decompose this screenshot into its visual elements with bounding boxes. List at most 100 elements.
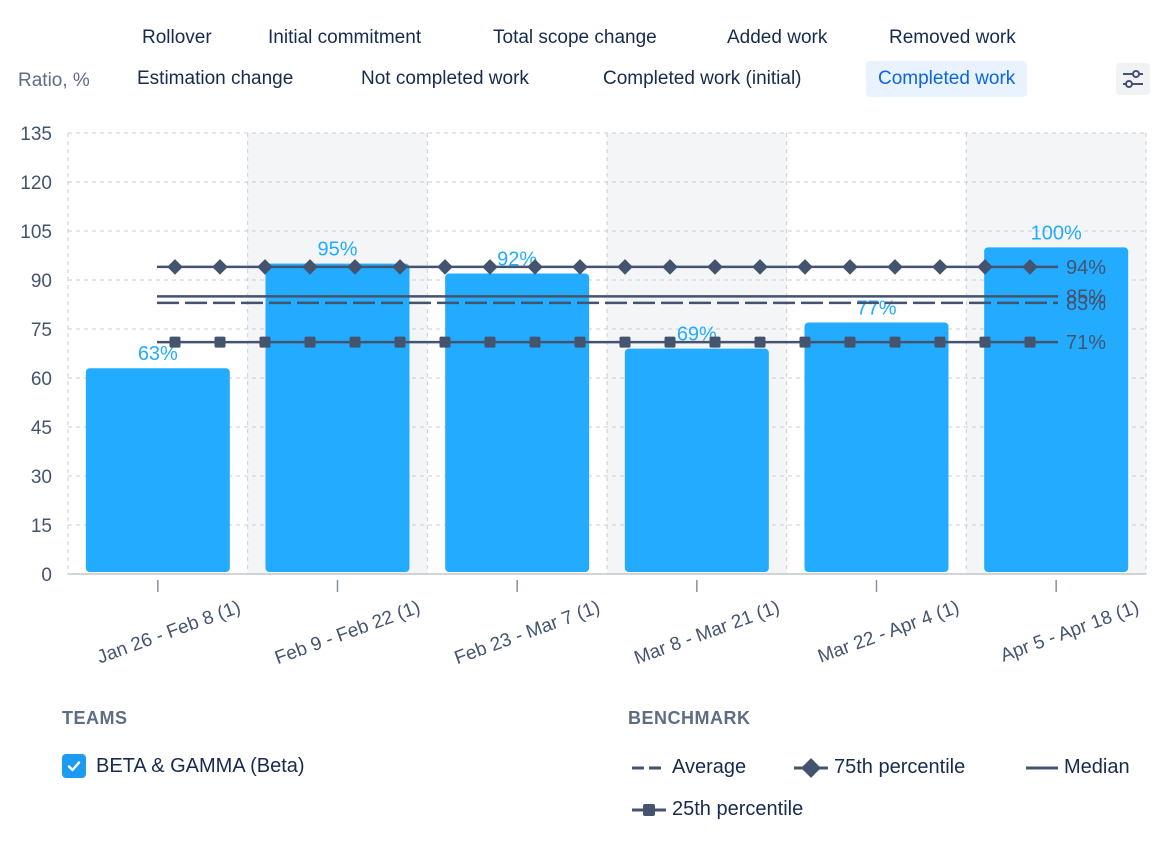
p25-marker bbox=[214, 336, 226, 348]
team-item[interactable]: BETA & GAMMA (Beta) bbox=[62, 754, 305, 778]
y-tick-label: 0 bbox=[41, 565, 52, 586]
legend-75th-percentile[interactable]: 75th percentile bbox=[794, 756, 965, 779]
y-axis-title: Ratio, % bbox=[18, 70, 90, 91]
bar-value-label: 92% bbox=[497, 248, 537, 270]
bar-value-label: 69% bbox=[677, 324, 717, 346]
legend-average[interactable]: Average bbox=[632, 756, 746, 779]
x-tick-label: Feb 23 - Mar 7 (1) bbox=[452, 597, 603, 669]
legend-25th-percentile[interactable]: 25th percentile bbox=[632, 798, 803, 821]
p25-marker bbox=[934, 336, 946, 348]
p75-marker bbox=[1022, 259, 1038, 275]
y-tick-label: 90 bbox=[31, 271, 52, 292]
p25-marker bbox=[484, 336, 496, 348]
p75-marker bbox=[797, 259, 813, 275]
p25-marker bbox=[259, 336, 271, 348]
legend-median-label: Median bbox=[1064, 756, 1130, 778]
p75-marker bbox=[527, 259, 543, 275]
p25-marker bbox=[799, 336, 811, 348]
p75-marker bbox=[572, 259, 588, 275]
p25-label: 71% bbox=[1066, 332, 1106, 354]
tab-completed-work[interactable]: Completed work bbox=[866, 61, 1028, 97]
checkmark-icon bbox=[67, 761, 81, 772]
team-checkbox[interactable] bbox=[62, 754, 86, 778]
teams-title: TEAMS bbox=[62, 708, 128, 728]
p75-marker bbox=[167, 259, 183, 275]
p75-marker bbox=[662, 259, 678, 275]
p75-marker bbox=[302, 259, 318, 275]
bar-value-label: 95% bbox=[317, 239, 357, 261]
x-tick-label: Mar 22 - Apr 4 (1) bbox=[815, 597, 962, 668]
p75-marker bbox=[482, 259, 498, 275]
square-line-icon bbox=[632, 803, 666, 816]
p75-marker bbox=[347, 259, 363, 275]
tab-estimation-change[interactable]: Estimation change bbox=[137, 68, 294, 89]
sliders-icon bbox=[1123, 70, 1143, 88]
p25-marker bbox=[1024, 336, 1036, 348]
bar-0 bbox=[85, 368, 230, 572]
average-label: 83% bbox=[1066, 293, 1106, 315]
p25-marker bbox=[169, 336, 181, 348]
bar-5 bbox=[984, 247, 1129, 573]
tab-initial-commitment[interactable]: Initial commitment bbox=[268, 27, 422, 48]
p25-marker bbox=[979, 336, 991, 348]
p75-label: 94% bbox=[1066, 257, 1106, 279]
p75-marker bbox=[392, 259, 408, 275]
x-tick-label: Apr 5 - Apr 18 (1) bbox=[998, 597, 1142, 667]
tab-added-work[interactable]: Added work bbox=[727, 27, 828, 48]
p75-marker bbox=[257, 259, 273, 275]
tab-completed-work-initial[interactable]: Completed work (initial) bbox=[603, 68, 802, 89]
x-tick-label: Feb 9 - Feb 22 (1) bbox=[272, 597, 423, 669]
p25-marker bbox=[754, 336, 766, 348]
p75-marker bbox=[617, 259, 633, 275]
bar-value-label: 63% bbox=[138, 343, 178, 365]
bar-4 bbox=[804, 322, 949, 572]
p25-marker bbox=[439, 336, 451, 348]
bar-value-label: 100% bbox=[1031, 222, 1082, 244]
team-label: BETA & GAMMA (Beta) bbox=[96, 754, 305, 777]
bar-2 bbox=[445, 273, 590, 572]
p75-marker bbox=[437, 259, 453, 275]
x-tick-label: Mar 8 - Mar 21 (1) bbox=[631, 597, 782, 669]
legend-average-label: Average bbox=[672, 756, 747, 778]
y-tick-label: 30 bbox=[31, 467, 52, 488]
p25-marker bbox=[709, 336, 721, 348]
diamond-line-icon bbox=[794, 757, 828, 778]
p25-marker bbox=[304, 336, 316, 348]
legend-median[interactable]: Median bbox=[1026, 756, 1130, 779]
y-tick-label: 15 bbox=[31, 516, 52, 537]
x-tick-label: Jan 26 - Feb 8 (1) bbox=[94, 597, 243, 668]
p25-marker bbox=[529, 336, 541, 348]
p25-marker bbox=[844, 336, 856, 348]
legend-25th-percentile-label: 25th percentile bbox=[672, 798, 804, 820]
tab-total-scope-change[interactable]: Total scope change bbox=[493, 27, 657, 48]
p25-marker bbox=[664, 336, 676, 348]
p25-marker bbox=[349, 336, 361, 348]
legend-75th-percentile-label: 75th percentile bbox=[834, 756, 966, 778]
tab-removed-work[interactable]: Removed work bbox=[889, 27, 1016, 48]
p25-marker bbox=[394, 336, 406, 348]
p75-marker bbox=[932, 259, 948, 275]
solid-line-icon bbox=[1026, 766, 1058, 769]
p75-marker bbox=[887, 259, 903, 275]
p75-marker bbox=[212, 259, 228, 275]
p75-marker bbox=[752, 259, 768, 275]
y-tick-label: 75 bbox=[31, 320, 52, 341]
dashed-line-icon bbox=[632, 766, 666, 769]
p75-marker bbox=[842, 259, 858, 275]
tab-not-completed-work[interactable]: Not completed work bbox=[361, 68, 529, 89]
tab-rollover[interactable]: Rollover bbox=[142, 27, 212, 48]
bar-value-label: 77% bbox=[856, 297, 896, 319]
y-tick-label: 120 bbox=[20, 173, 52, 194]
chart-settings-button[interactable] bbox=[1116, 63, 1150, 95]
y-tick-label: 45 bbox=[31, 418, 52, 439]
p75-marker bbox=[707, 259, 723, 275]
bar-1 bbox=[265, 263, 410, 572]
bar-3 bbox=[624, 348, 769, 572]
median-label: 85% bbox=[1066, 286, 1106, 308]
benchmark-title: BENCHMARK bbox=[628, 708, 751, 728]
p25-marker bbox=[619, 336, 631, 348]
p75-marker bbox=[977, 259, 993, 275]
y-tick-label: 135 bbox=[20, 124, 52, 145]
y-tick-label: 105 bbox=[20, 222, 52, 243]
p25-marker bbox=[574, 336, 586, 348]
